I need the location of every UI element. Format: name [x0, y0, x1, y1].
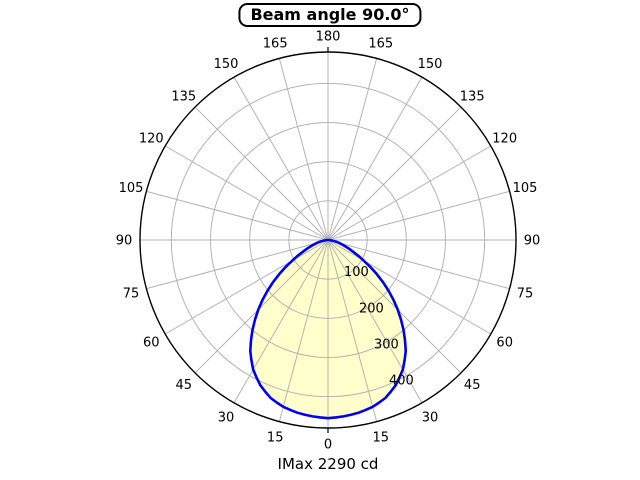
angle-tick-label: 15 [267, 431, 284, 446]
radial-tick-label: 200 [359, 301, 384, 316]
radial-tick-label: 300 [374, 338, 399, 353]
grid-ring [249, 161, 407, 319]
angle-tick-label: 180 [316, 30, 341, 45]
angle-tick-label: 105 [513, 181, 538, 196]
grid-spoke [327, 76, 423, 241]
beam-curve [248, 238, 408, 420]
beam-angle-title-badge: Beam angle 90.0° [238, 3, 422, 27]
angle-tick-label: 150 [418, 57, 443, 72]
grid-spoke [327, 106, 462, 241]
grid-spoke [164, 145, 329, 241]
angle-tick-label: 165 [368, 37, 393, 52]
angle-tick-label: 45 [176, 378, 193, 393]
angle-tick-label: 90 [524, 234, 541, 249]
angle-tick-label: 135 [171, 89, 196, 104]
grid-ring [288, 200, 368, 280]
angle-tick-label: 30 [218, 410, 235, 425]
radial-tick-label: 100 [344, 265, 369, 280]
imax-label: IMax 2290 cd [277, 455, 379, 473]
grid-spoke [233, 76, 329, 241]
angle-tick-label: 90 [116, 234, 133, 249]
angle-tick-label: 0 [324, 438, 332, 453]
grid-ring [170, 82, 486, 398]
angle-tick-label: 150 [214, 57, 239, 72]
angle-tick-label: 75 [517, 286, 534, 301]
angle-tick-label: 30 [422, 410, 439, 425]
angle-tick-label: 105 [119, 181, 144, 196]
angle-tick-label: 120 [139, 132, 164, 147]
grid-ring [210, 122, 446, 358]
angle-tick-label: 45 [464, 378, 481, 393]
radial-tick-label: 400 [389, 374, 414, 389]
grid-spoke [327, 145, 492, 241]
angle-tick-label: 15 [373, 431, 390, 446]
angle-tick-label: 60 [496, 336, 513, 351]
angle-tick-label: 120 [492, 132, 517, 147]
grid-spoke [194, 106, 329, 241]
angle-tick-label: 165 [263, 37, 288, 52]
angle-tick-label: 75 [123, 286, 140, 301]
angle-tick-label: 60 [143, 336, 160, 351]
polar-grid [140, 52, 516, 428]
angle-tick-label: 135 [460, 89, 485, 104]
